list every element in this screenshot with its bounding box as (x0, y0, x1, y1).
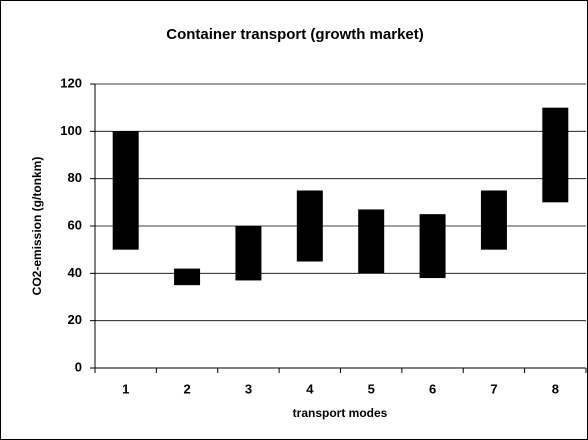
x-tick-label: 7 (490, 381, 497, 396)
x-tick-label: 5 (368, 381, 375, 396)
bar (542, 107, 569, 203)
x-axis-label: transport modes (293, 406, 388, 420)
x-tick-label: 8 (552, 381, 559, 396)
x-tick-label: 3 (245, 381, 252, 396)
chart-title: Container transport (growth market) (166, 26, 424, 43)
x-tick-label: 6 (429, 381, 436, 396)
bar (296, 190, 323, 262)
bar (174, 268, 201, 286)
y-axis-label: CO2-emission (g/tonkm) (30, 157, 44, 296)
y-tick-label: 100 (60, 123, 82, 138)
y-tick-label: 0 (75, 359, 82, 374)
x-tick-label: 2 (183, 381, 190, 396)
x-tick-label: 4 (306, 381, 314, 396)
y-tick-label: 80 (68, 170, 82, 185)
bar (419, 214, 446, 279)
bar (112, 131, 139, 250)
y-tick-label: 120 (60, 75, 82, 90)
bar (235, 226, 262, 281)
y-tick-label: 60 (68, 217, 82, 232)
y-tick-label: 40 (68, 265, 82, 280)
x-tick-label: 1 (122, 381, 129, 396)
bar (480, 190, 507, 250)
y-tick-label: 20 (68, 312, 82, 327)
bar (358, 209, 385, 274)
